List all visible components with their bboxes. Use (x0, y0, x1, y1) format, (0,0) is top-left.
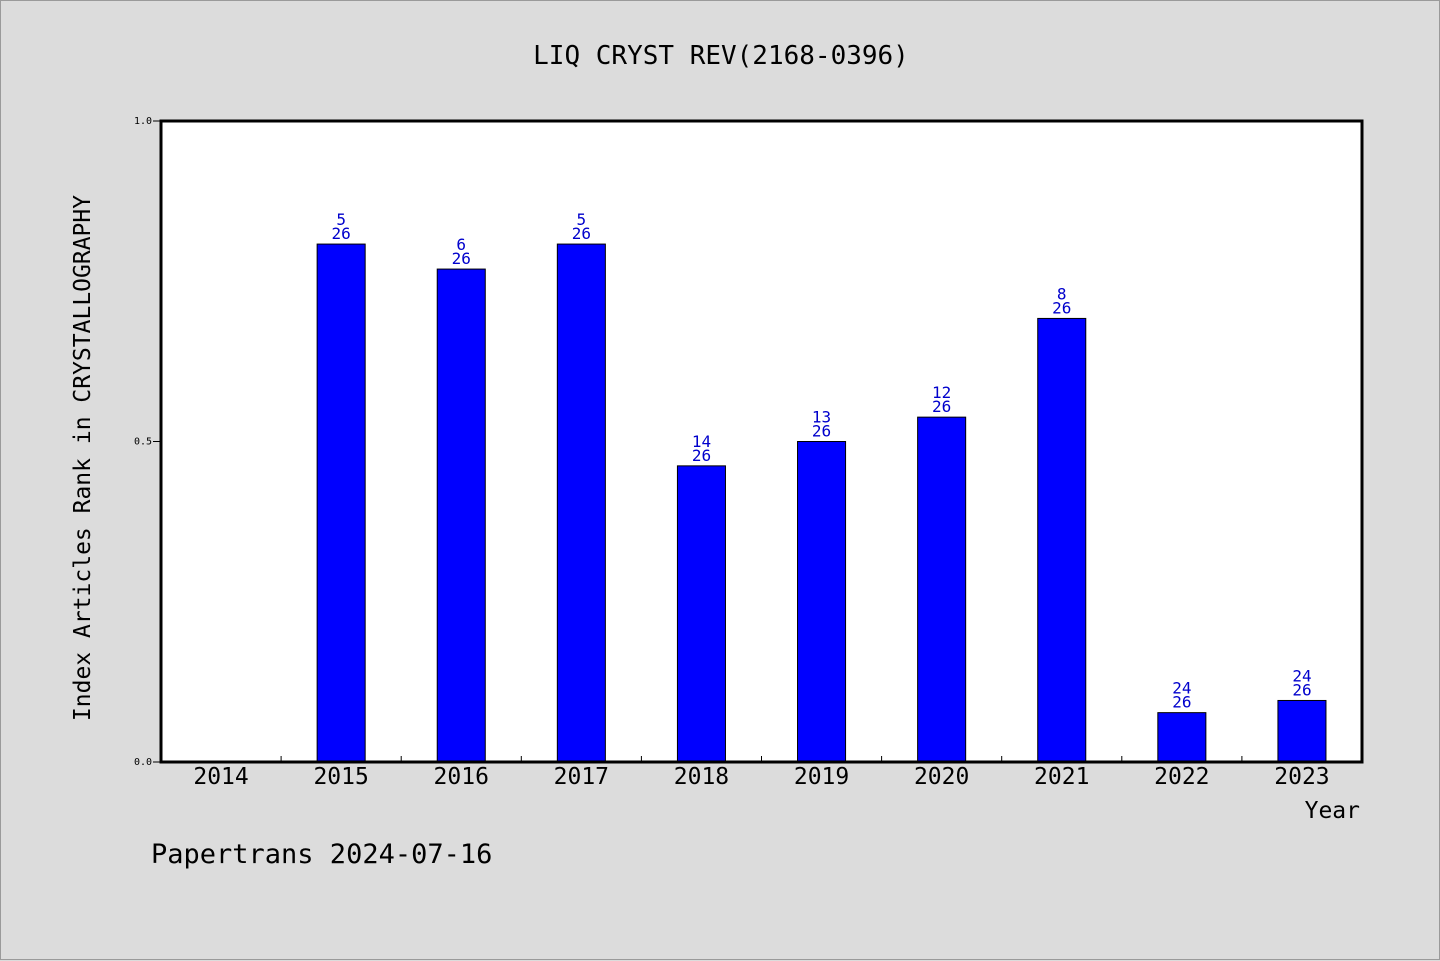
bar-label-rank: 8 (1057, 284, 1067, 303)
x-tick-label: 2023 (1274, 764, 1329, 790)
bar-label-rank: 6 (456, 235, 466, 254)
bar-label-total: 26 (572, 224, 591, 243)
x-tick-label: 2017 (554, 764, 609, 790)
bar-label-total: 26 (812, 422, 831, 441)
bar-label-total: 26 (932, 397, 951, 416)
bar-label-total: 26 (692, 446, 711, 465)
bar-label-rank: 5 (336, 210, 346, 229)
bar-label-rank: 14 (692, 432, 711, 451)
bar-label-rank: 12 (932, 383, 951, 402)
y-axis-ticks: 0.0 0.5 1.0 (134, 116, 161, 768)
x-axis-label: Year (1305, 798, 1360, 824)
bar-2016 (436, 268, 486, 763)
x-tick-label: 2020 (914, 764, 969, 790)
bar-label-total: 26 (452, 249, 471, 268)
y-tick-label: 1.0 (134, 116, 152, 127)
x-tick-label: 2019 (794, 764, 849, 790)
x-tick-label: 2022 (1154, 764, 1209, 790)
bar-label-total: 26 (1292, 680, 1311, 699)
bar-2020 (917, 416, 967, 763)
bar-2022 (1157, 712, 1207, 763)
bar-label-total: 26 (1172, 693, 1191, 712)
bar-2019 (797, 441, 847, 763)
y-tick-label: 0.5 (134, 437, 152, 448)
bar-label-rank: 13 (812, 408, 831, 427)
x-axis-ticks: 2014 2015 2016 2017 2018 2019 2020 2021 2022 2023 (193, 756, 1330, 790)
bar-2021 (1037, 317, 1087, 763)
x-tick-label: 2015 (313, 764, 368, 790)
x-tick-label: 2014 (193, 764, 248, 790)
bar-label-rank: 5 (577, 210, 587, 229)
x-tick-label: 2016 (434, 764, 489, 790)
bar-2018 (676, 465, 726, 763)
y-axis-label: Index Articles Rank in CRYSTALLOGRAPHY (70, 195, 96, 721)
bar-2015 (316, 243, 366, 763)
bars-layer (316, 243, 1327, 763)
bar-label-rank: 24 (1172, 679, 1191, 698)
bar-label-total: 26 (332, 224, 351, 243)
x-tick-label: 2021 (1034, 764, 1089, 790)
bar-label-rank: 24 (1292, 666, 1311, 685)
x-tick-label: 2018 (674, 764, 729, 790)
bar-2023 (1277, 699, 1327, 763)
bar-2017 (556, 243, 606, 763)
chart-title: LIQ CRYST REV(2168-0396) (533, 41, 909, 71)
y-tick-label: 0.0 (134, 757, 152, 768)
bar-label-total: 26 (1052, 298, 1071, 317)
footer-credit: Papertrans 2024-07-16 (151, 839, 492, 870)
